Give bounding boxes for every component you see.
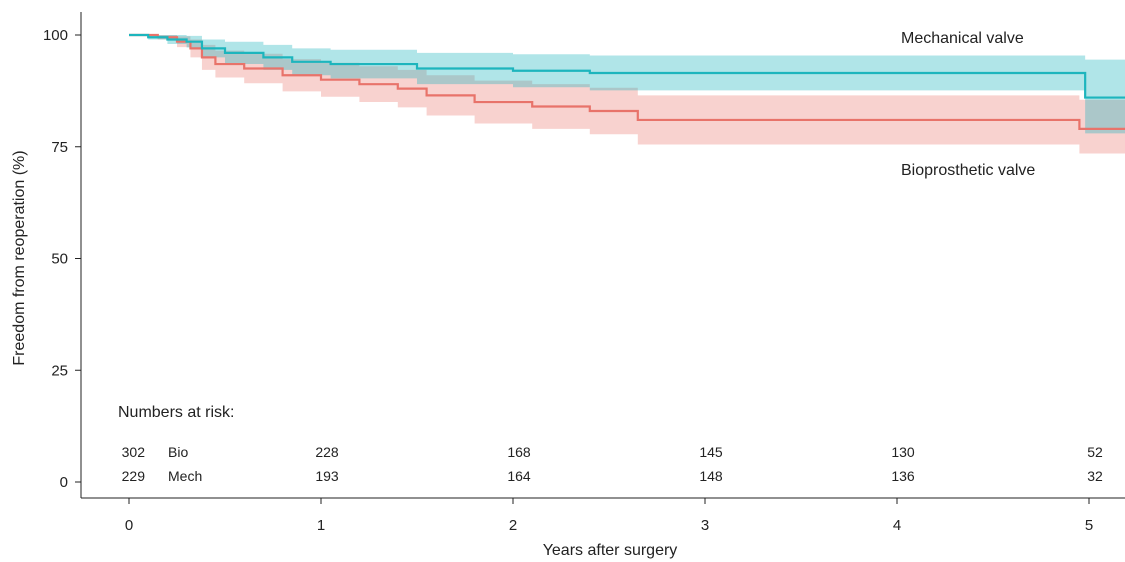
y-tick-label: 25 bbox=[51, 362, 68, 379]
mechanical-ci-band bbox=[129, 35, 1125, 134]
risk-row-mech-label: Mech bbox=[168, 468, 202, 484]
x-tick-label: 4 bbox=[893, 517, 901, 534]
y-axis-ticks: 0 25 50 75 100 bbox=[43, 27, 81, 491]
risk-count: 52 bbox=[1087, 444, 1103, 460]
x-axis-title: Years after surgery bbox=[543, 542, 678, 559]
risk-count: 193 bbox=[315, 468, 339, 484]
x-tick-label: 0 bbox=[125, 517, 133, 534]
x-tick-label: 3 bbox=[701, 517, 709, 534]
y-tick-label: 100 bbox=[43, 27, 68, 44]
x-tick-label: 5 bbox=[1085, 517, 1093, 534]
risk-count: 136 bbox=[891, 468, 915, 484]
x-tick-label: 1 bbox=[317, 517, 325, 534]
series-lines bbox=[129, 33, 1125, 130]
risk-count: 130 bbox=[891, 444, 915, 460]
risk-count: 145 bbox=[699, 444, 723, 460]
risk-count: 164 bbox=[507, 468, 531, 484]
x-axis-ticks: 0 1 2 3 4 5 bbox=[125, 498, 1093, 534]
risk-count: 32 bbox=[1087, 468, 1103, 484]
y-tick-label: 0 bbox=[60, 474, 68, 491]
risk-table-title: Numbers at risk: bbox=[118, 404, 234, 421]
bioprosthetic-ci-band bbox=[129, 35, 1125, 154]
x-tick-label: 2 bbox=[509, 517, 517, 534]
mechanical-curve-label: Mechanical valve bbox=[901, 30, 1024, 47]
bioprosthetic-series-line bbox=[129, 33, 1125, 130]
bioprosthetic-curve-label: Bioprosthetic valve bbox=[901, 162, 1035, 179]
risk-count: 168 bbox=[507, 444, 531, 460]
ci-bands bbox=[129, 35, 1125, 154]
y-tick-label: 75 bbox=[51, 139, 68, 156]
risk-counts: 302 228 168 145 130 52 229 193 164 148 136 32 bbox=[122, 444, 1103, 484]
numbers-at-risk-table: Numbers at risk: Bio Mech 302 228 168 145 13… bbox=[118, 404, 1103, 484]
risk-count: 228 bbox=[315, 444, 339, 460]
risk-count: 302 bbox=[122, 444, 146, 460]
mechanical-series-line bbox=[129, 33, 1125, 99]
risk-count: 229 bbox=[122, 468, 146, 484]
y-axis-title: Freedom from reoperation (%) bbox=[11, 150, 28, 365]
y-tick-label: 50 bbox=[51, 251, 68, 268]
risk-row-bio-label: Bio bbox=[168, 444, 188, 460]
risk-count: 148 bbox=[699, 468, 723, 484]
